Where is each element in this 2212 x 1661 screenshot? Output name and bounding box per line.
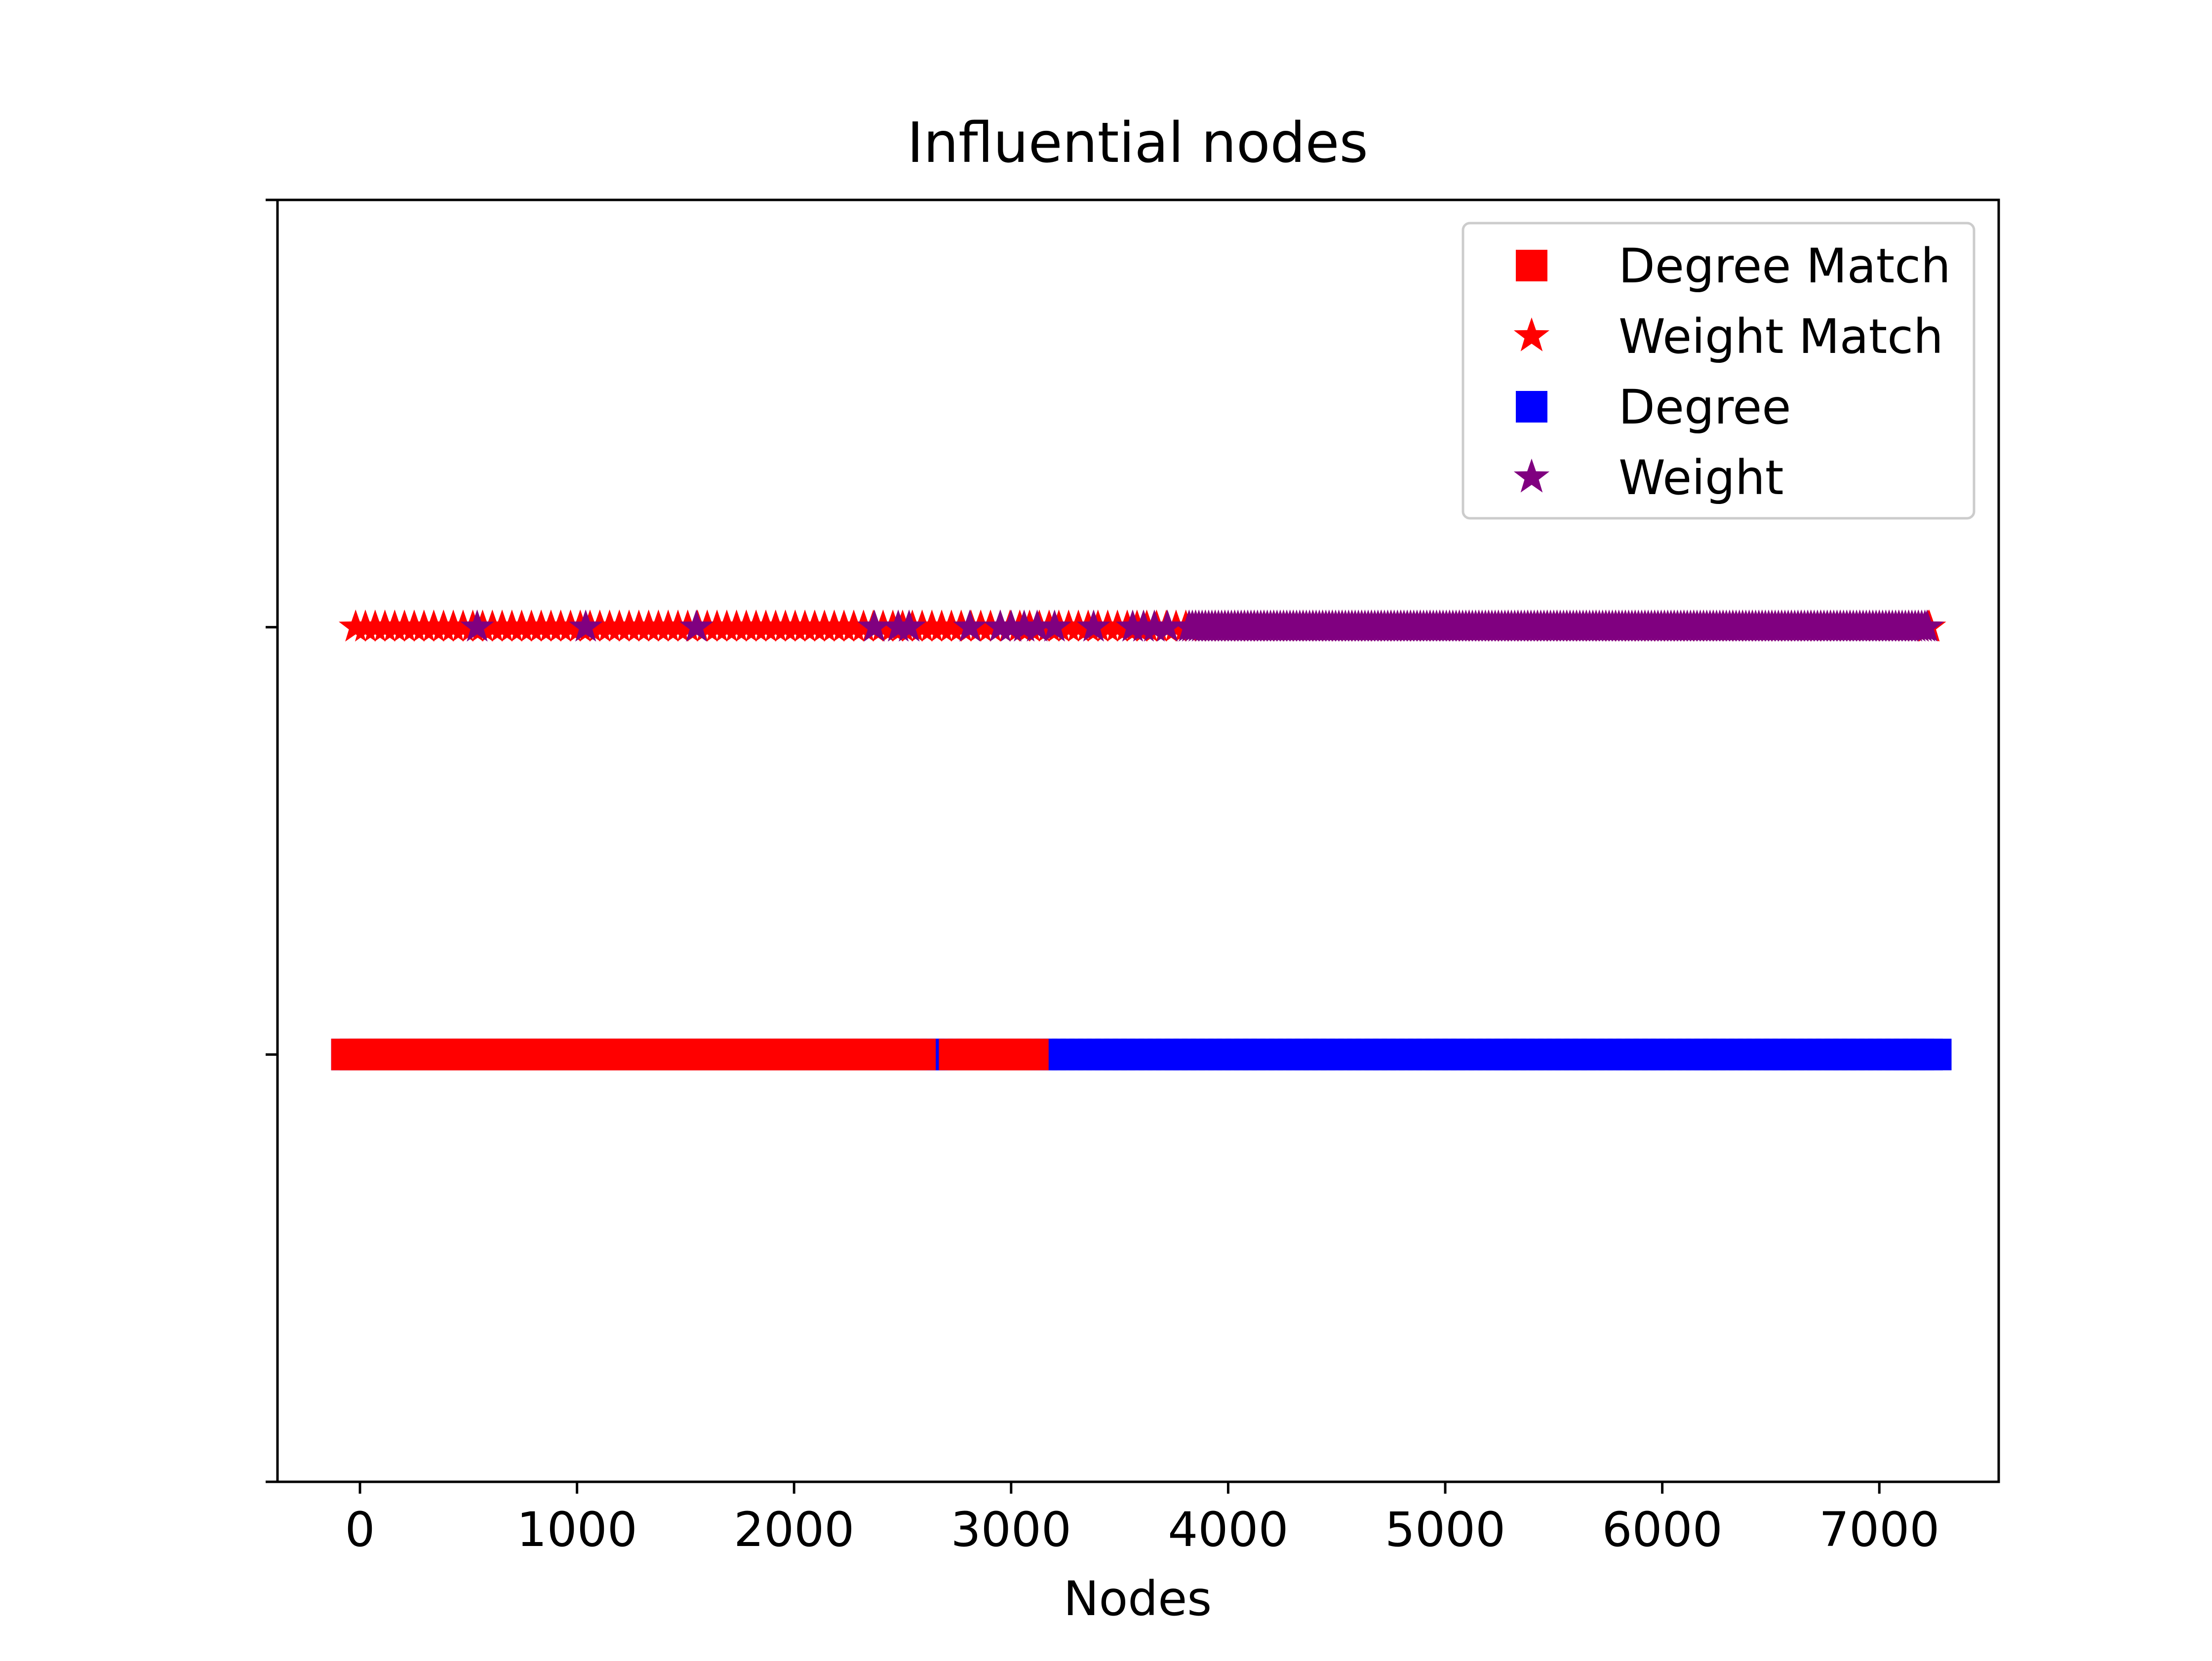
- weight-point: [679, 609, 713, 642]
- legend-box: [1462, 222, 1975, 520]
- legend-square-marker: [1516, 391, 1547, 423]
- degree-match-point: [904, 1039, 936, 1071]
- weight-point: [1076, 609, 1111, 642]
- legend-label: Weight: [1619, 450, 1783, 505]
- axes: 0 1000 2000 3000 4000 5000 6000 7000: [266, 198, 2000, 1557]
- weight-point: [1020, 609, 1054, 642]
- chart-title: Influential nodes: [907, 111, 1368, 175]
- weight-point: [569, 609, 603, 642]
- x-tick-label: 4000: [1168, 1502, 1288, 1557]
- degree-match-point: [1017, 1039, 1049, 1071]
- weight-point: [1137, 609, 1172, 642]
- legend: Degree Match Weight Match Degree Weight: [1462, 222, 1975, 520]
- series-degree-match: [331, 1039, 1049, 1071]
- legend-label: Weight Match: [1619, 309, 1943, 364]
- legend-entry: Degree: [1516, 380, 1791, 435]
- weight-point: [1150, 609, 1185, 642]
- legend-label: Degree: [1619, 380, 1791, 435]
- series-weight: [460, 609, 1944, 642]
- legend-entry: Weight: [1513, 450, 1783, 505]
- x-tick-label: 7000: [1819, 1502, 1939, 1557]
- weight-point: [892, 609, 926, 642]
- x-tick-label: 5000: [1385, 1502, 1505, 1557]
- x-tick-label: 1000: [516, 1502, 637, 1557]
- weight-point: [953, 609, 987, 642]
- weight-point: [1007, 609, 1041, 642]
- legend-star-marker: [1513, 317, 1550, 351]
- weight-point: [1910, 609, 1944, 642]
- weight-point: [857, 609, 892, 642]
- degree-point: [1920, 1039, 1952, 1071]
- legend-square-marker: [1516, 250, 1547, 281]
- plot-frame: [276, 198, 2000, 1483]
- x-tick-label: 3000: [951, 1502, 1071, 1557]
- x-tick-label: 6000: [1602, 1502, 1722, 1557]
- legend-star-marker: [1513, 459, 1550, 493]
- weight-point: [1037, 609, 1071, 642]
- weight-point: [994, 609, 1028, 642]
- plot-marks: [331, 609, 1952, 1071]
- legend-label: Degree Match: [1619, 238, 1951, 294]
- legend-entry: Degree Match: [1516, 238, 1951, 294]
- legend-entry: Weight Match: [1513, 309, 1943, 364]
- x-tick-label: 2000: [734, 1502, 854, 1557]
- x-tick-label: 0: [345, 1502, 375, 1557]
- weight-point: [460, 609, 494, 642]
- x-axis-label: Nodes: [1064, 1571, 1212, 1626]
